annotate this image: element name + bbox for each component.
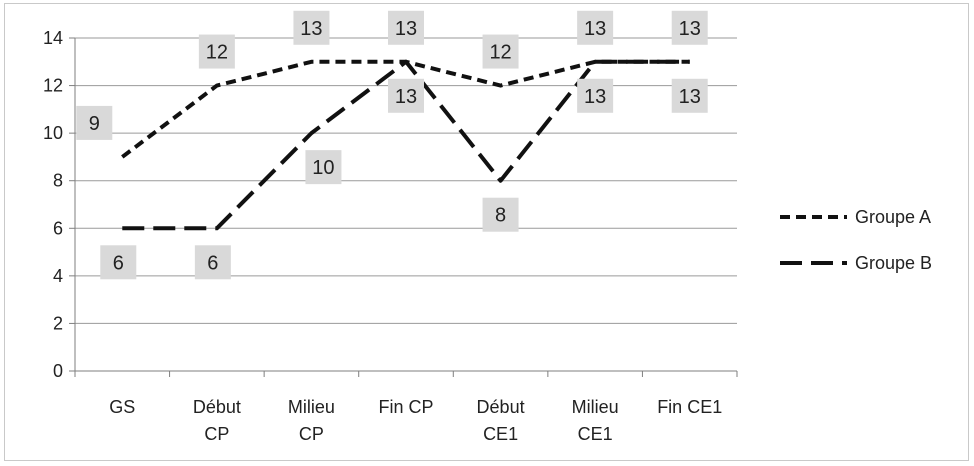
data-label: 9 (89, 113, 100, 135)
series-line-groupe-b (122, 59, 690, 231)
data-label-box (100, 245, 137, 280)
y-tick-label: 0 (53, 361, 63, 381)
x-tick-label: Début CP (193, 397, 241, 444)
data-label-box (388, 78, 424, 113)
data-label-box (482, 34, 519, 69)
y-tick-label: 2 (53, 313, 63, 333)
data-label-box (76, 105, 113, 140)
x-tick-label: Milieu CE1 (572, 397, 619, 444)
data-label-box (198, 34, 235, 69)
data-label-box (194, 245, 231, 280)
x-tick-label: Début CE1 (477, 397, 525, 444)
data-label: 13 (395, 86, 417, 108)
y-tick-label: 14 (43, 28, 63, 48)
data-label: 13 (679, 18, 701, 40)
data-label: 13 (395, 18, 417, 40)
legend-label: Groupe B (855, 253, 932, 273)
data-label-box (388, 10, 424, 45)
y-tick-label: 12 (43, 76, 63, 96)
y-tick-label: 8 (53, 171, 63, 191)
data-label: 12 (489, 42, 511, 64)
data-label-box (671, 10, 708, 45)
data-label: 12 (206, 42, 228, 64)
data-label: 10 (312, 157, 334, 179)
data-label-box (577, 78, 614, 113)
y-tick-label: 4 (53, 266, 63, 286)
data-label: 6 (207, 252, 218, 274)
data-label: 13 (300, 18, 322, 40)
data-label: 13 (584, 86, 606, 108)
data-label-box (577, 10, 614, 45)
x-tick-label: GS (109, 397, 135, 417)
data-label: 13 (679, 86, 701, 108)
x-tick-label: Fin CP (378, 397, 433, 417)
data-label: 6 (113, 252, 124, 274)
data-label-box (305, 150, 342, 185)
y-tick-label: 6 (53, 218, 63, 238)
x-tick-label: Milieu CP (288, 397, 335, 444)
data-label: 8 (495, 205, 506, 227)
data-label-box (293, 10, 330, 45)
x-tick-label: Fin CE1 (657, 397, 722, 417)
chart-frame (4, 3, 969, 461)
data-label-box (671, 78, 708, 113)
data-label-box (482, 197, 519, 232)
y-tick-label: 10 (43, 123, 63, 143)
data-label: 13 (584, 18, 606, 40)
legend-label: Groupe A (855, 207, 931, 227)
